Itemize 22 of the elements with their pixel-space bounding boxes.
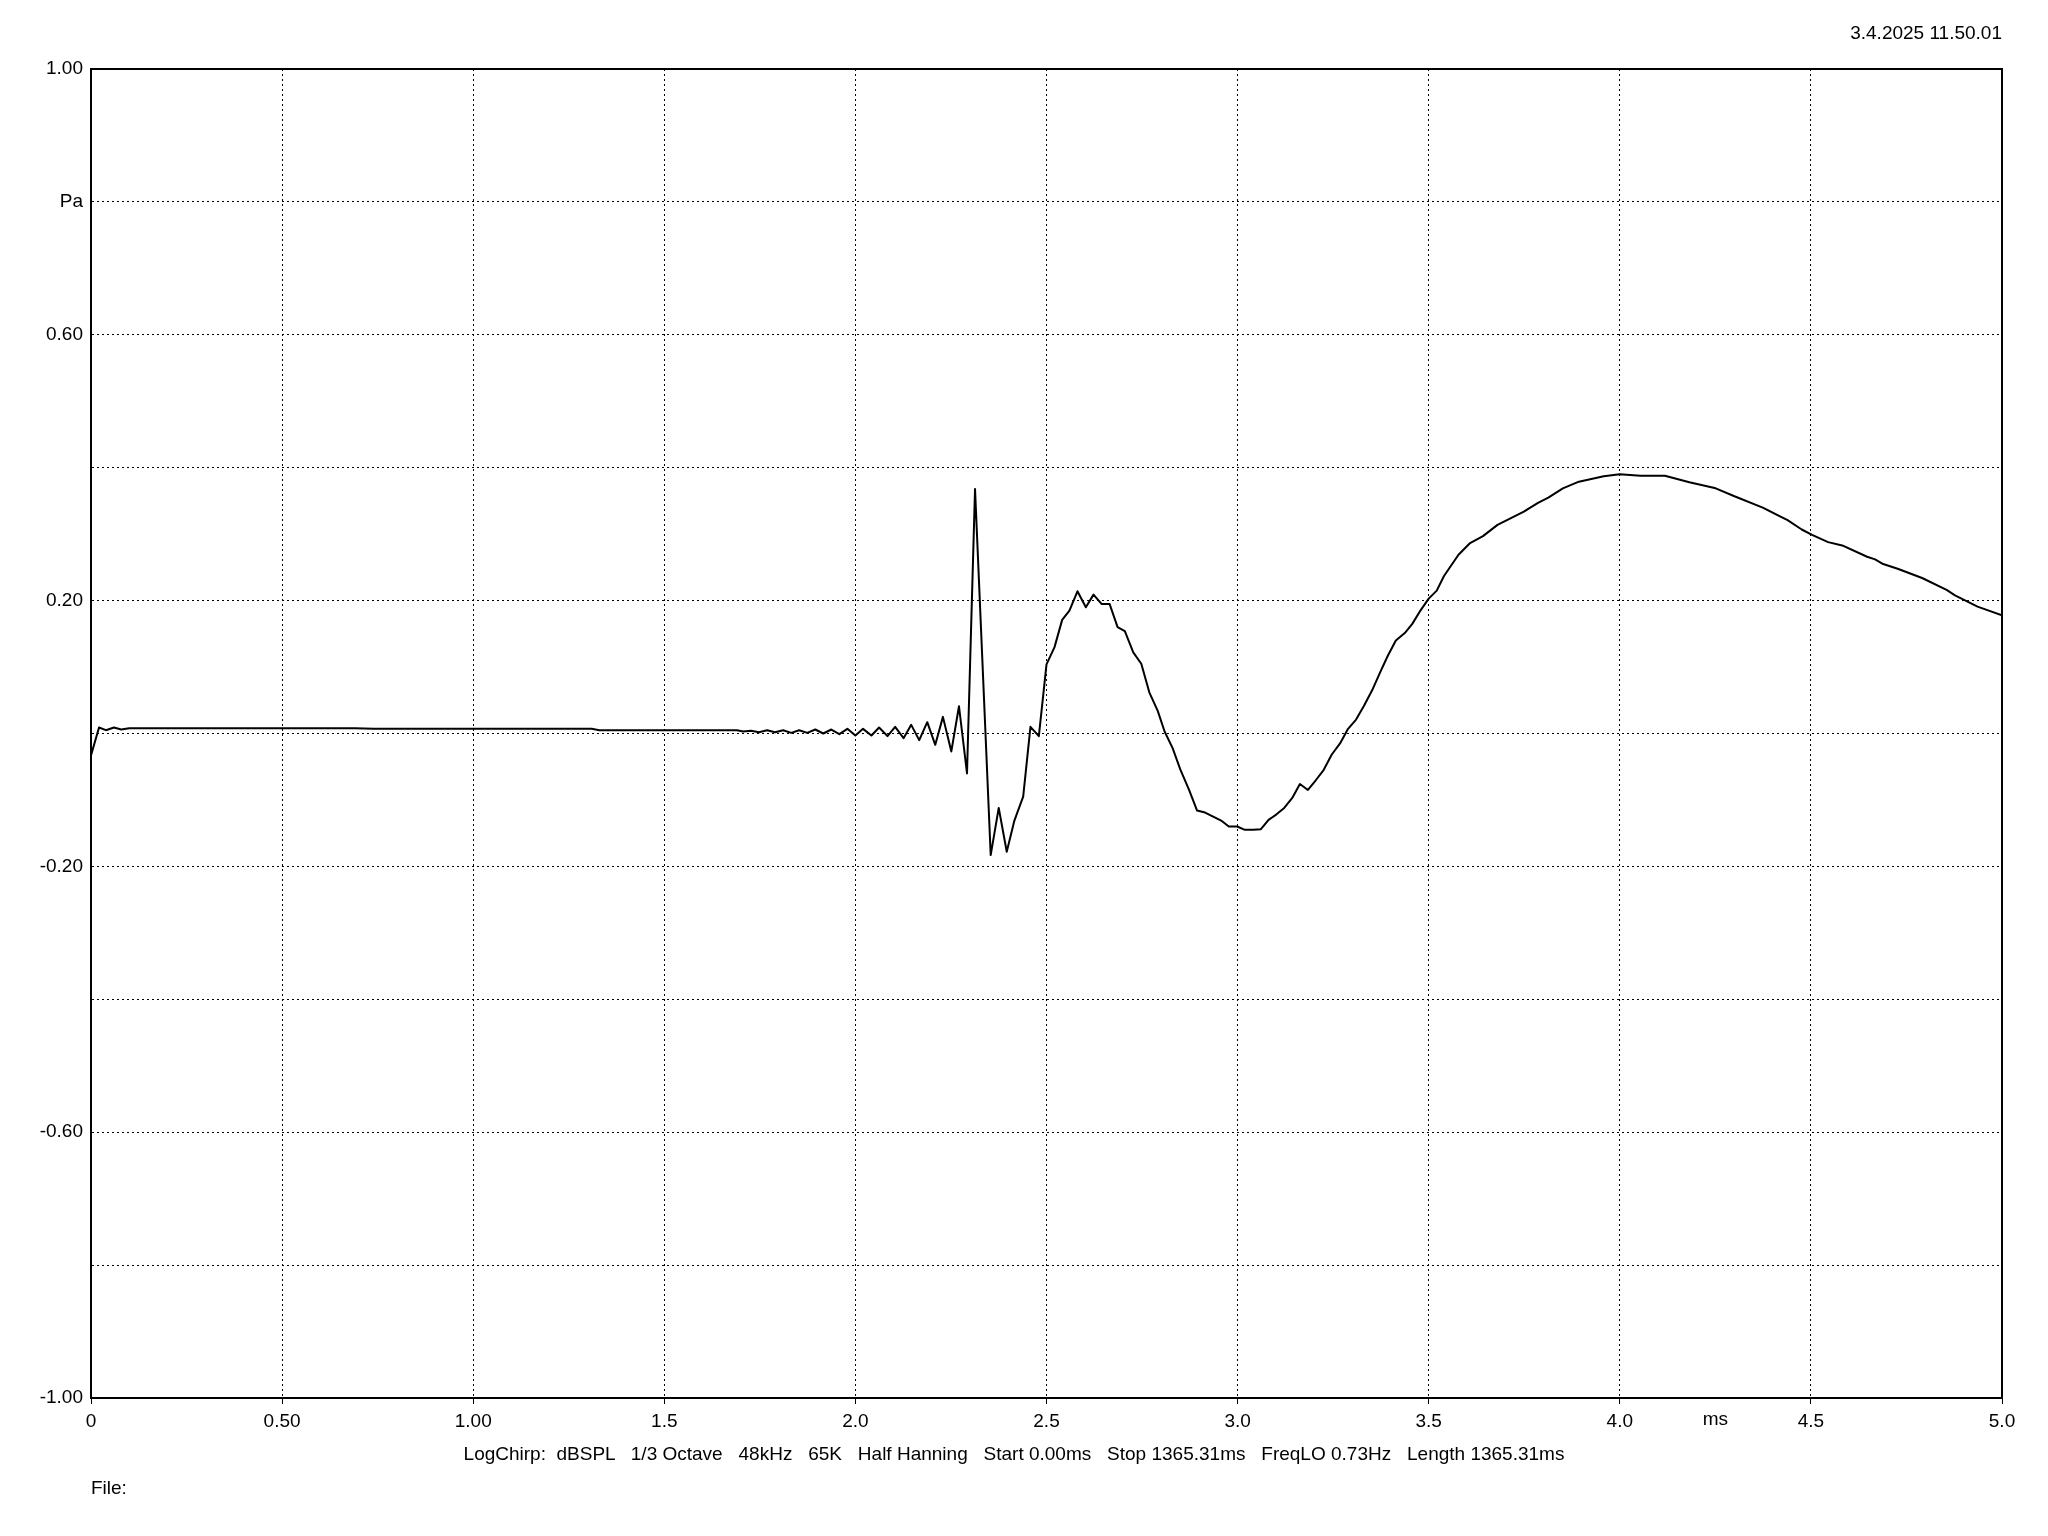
y-tick-label: -1.00 — [39, 1386, 83, 1408]
x-tick-label: 3.0 — [1224, 1409, 1251, 1431]
y-tick-label: -0.60 — [39, 1120, 83, 1142]
x-tick-label: 1.5 — [651, 1409, 678, 1431]
x-tick-label: 0 — [85, 1409, 97, 1431]
x-tick-label: 1.00 — [454, 1409, 492, 1431]
y-tick-label: 1.00 — [46, 57, 83, 79]
x-tick-label: 4.5 — [1797, 1409, 1825, 1431]
y-tick-label: 0.20 — [46, 588, 83, 610]
x-tick-label: 5.0 — [1988, 1409, 2016, 1431]
x-tick-label: 0.50 — [263, 1409, 301, 1431]
x-tick-label: 2.5 — [1033, 1409, 1060, 1431]
text: File: — [91, 1477, 127, 1499]
chart-subtitle: 3.4.2025 11.50.01 — [1850, 22, 2002, 44]
x-tick-label: 4.0 — [1606, 1409, 1634, 1431]
y-axis-title: Pa — [59, 190, 84, 212]
text: LogChirp: dBSPL 1/3 Octave 48kHz 65K Half Hanning Start 0.00ms Stop 1365.31ms FreqLO 0.73Hz Length 1365.31ms — [463, 1443, 1565, 1465]
y-tick-label: 0.60 — [46, 323, 83, 345]
y-tick-label: -0.20 — [39, 854, 83, 876]
x-axis-title: ms — [1702, 1408, 1729, 1430]
x-tick-label: 3.5 — [1415, 1409, 1442, 1431]
x-tick-label: 2.0 — [842, 1409, 869, 1431]
